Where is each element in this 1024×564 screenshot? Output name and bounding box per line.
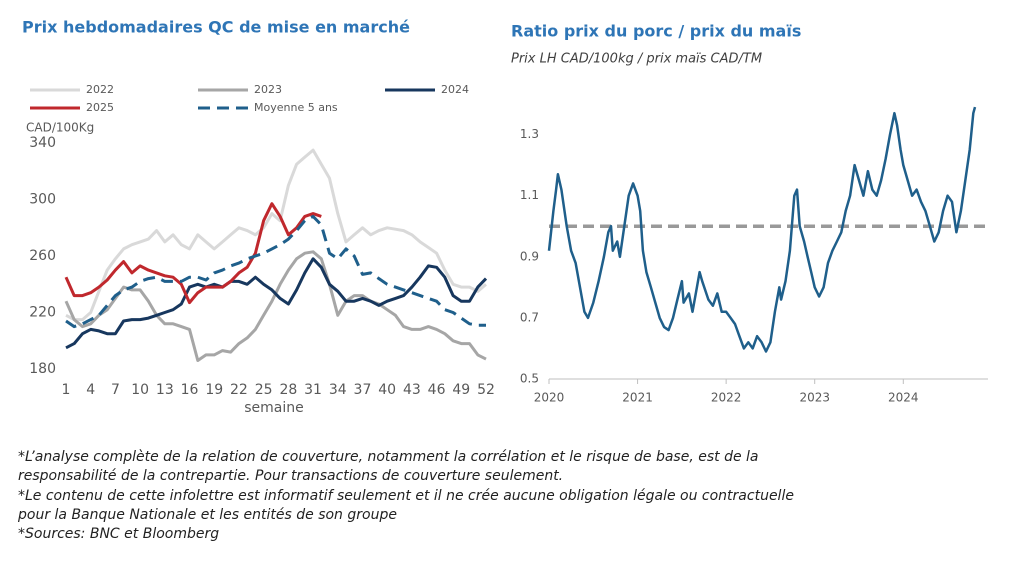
- x-tick-label: 7: [111, 382, 120, 398]
- chart-title: Prix hebdomadaires QC de mise en marché: [22, 18, 410, 37]
- x-axis-label: semaine: [244, 400, 304, 416]
- x-tick-label: 2023: [799, 391, 830, 405]
- legend-label: 2025: [86, 101, 114, 114]
- x-tick-label: 28: [279, 382, 297, 398]
- x-tick-label: 40: [378, 382, 396, 398]
- y-tick-label: 0.7: [520, 310, 539, 324]
- chart-title: Ratio prix du porc / prix du maïs: [511, 22, 801, 41]
- legend-label: 2022: [86, 83, 114, 96]
- note: *L’analyse complète de la relation de co…: [18, 449, 759, 465]
- note: *Le contenu de cette infolettre est info…: [18, 488, 794, 504]
- x-tick-label: 19: [205, 382, 223, 398]
- x-tick-label: 43: [403, 382, 421, 398]
- x-tick-label: 2021: [622, 391, 653, 405]
- x-tick-label: 34: [329, 382, 347, 398]
- x-tick-label: 2022: [711, 391, 742, 405]
- note: responsabilité de la contrepartie. Pour …: [18, 468, 563, 484]
- y-tick-label: 0.9: [520, 249, 539, 263]
- x-tick-label: 37: [354, 382, 372, 398]
- x-tick-label: 10: [131, 382, 149, 398]
- y-tick-label: 220: [29, 305, 56, 321]
- note: pour la Banque Nationale et les entités …: [17, 507, 397, 523]
- x-tick-label: 1: [62, 382, 71, 398]
- y-axis-label: CAD/100Kg: [26, 121, 94, 135]
- note: *Sources: BNC et Bloomberg: [18, 526, 219, 542]
- y-tick-label: 340: [29, 135, 56, 151]
- x-tick-label: 25: [255, 382, 273, 398]
- y-tick-label: 0.5: [520, 372, 539, 386]
- x-tick-label: 4: [86, 382, 95, 398]
- legend-label: Moyenne 5 ans: [254, 101, 338, 114]
- series-line: [65, 257, 488, 350]
- series-line: [65, 148, 487, 322]
- x-tick-label: 2020: [534, 391, 565, 405]
- x-tick-label: 52: [477, 382, 495, 398]
- y-tick-label: 1.1: [520, 188, 539, 202]
- x-tick-label: 13: [156, 382, 174, 398]
- x-tick-label: 31: [304, 382, 322, 398]
- x-tick-label: 22: [230, 382, 248, 398]
- legend-label: 2024: [441, 83, 469, 96]
- x-tick-label: 2024: [888, 391, 919, 405]
- series-line: [547, 106, 977, 353]
- x-tick-label: 49: [452, 382, 470, 398]
- series-line: [64, 202, 322, 305]
- series-line: [65, 214, 486, 329]
- y-tick-label: 180: [29, 361, 56, 377]
- y-tick-label: 260: [29, 248, 56, 264]
- x-tick-label: 46: [428, 382, 446, 398]
- chart-subtitle: Prix LH CAD/100kg / prix maïs CAD/TM: [511, 52, 762, 67]
- legend-label: 2023: [254, 83, 282, 96]
- x-tick-label: 16: [181, 382, 199, 398]
- y-tick-label: 1.3: [520, 127, 539, 141]
- y-tick-label: 300: [29, 192, 56, 208]
